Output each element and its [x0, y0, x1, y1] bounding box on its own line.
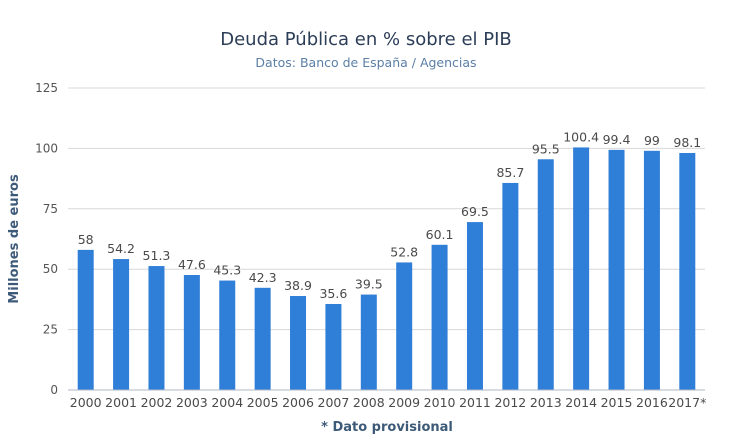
data-label: 42.3: [249, 270, 277, 285]
bar-2012[interactable]: [502, 182, 519, 390]
chart-title: Deuda Pública en % sobre el PIB: [220, 29, 512, 50]
x-tick-label: 2017*: [668, 395, 706, 410]
chart-subtitle: Datos: Banco de España / Agencias: [255, 55, 476, 70]
data-label: 54.2: [107, 241, 135, 256]
bar-2004[interactable]: [219, 280, 236, 390]
bar-2011[interactable]: [466, 222, 483, 390]
y-axis-title: Millones de euros: [7, 174, 22, 304]
x-tick-label: 2013: [530, 395, 562, 410]
data-label: 35.6: [319, 286, 347, 301]
x-tick-label: 2003: [176, 395, 208, 410]
data-label: 95.5: [532, 141, 560, 156]
data-label: 58: [78, 232, 94, 247]
bar-2010[interactable]: [431, 244, 448, 390]
x-axis-ticks: 2000 2001 2002 2003 2004 2005 2006 2007 2008 2009…: [70, 395, 707, 410]
x-tick-label: 2000: [70, 395, 102, 410]
bar-2017*[interactable]: [679, 152, 696, 390]
data-label: 60.1: [426, 227, 454, 242]
grid-lines: [68, 87, 705, 331]
x-axis-title: * Dato provisional: [321, 420, 453, 435]
x-tick-label: 2014: [565, 395, 597, 410]
y-tick-label: 25: [43, 323, 58, 337]
data-label: 98.1: [673, 135, 701, 150]
bar-2013[interactable]: [537, 159, 554, 390]
x-tick-label: 2009: [388, 395, 420, 410]
data-label: 47.6: [178, 257, 206, 272]
y-tick-label: 75: [43, 202, 58, 216]
bar-2008[interactable]: [360, 294, 377, 390]
data-label: 100.4: [563, 129, 599, 144]
y-tick-label: 100: [35, 141, 58, 155]
bar-2007[interactable]: [325, 303, 342, 390]
data-label: 99: [644, 133, 660, 148]
x-tick-label: 2015: [601, 395, 633, 410]
data-label: 51.3: [143, 248, 171, 263]
bar-2016[interactable]: [643, 150, 660, 390]
x-tick-label: 2007: [318, 395, 350, 410]
bar-2015[interactable]: [608, 149, 625, 390]
x-tick-label: 2016: [636, 395, 668, 410]
bar-2014[interactable]: [573, 147, 590, 390]
y-axis-ticks: 0 25 50 75 100 125: [35, 81, 58, 397]
bar-2001[interactable]: [113, 259, 130, 390]
x-tick-label: 2005: [247, 395, 279, 410]
bar-2000[interactable]: [77, 249, 94, 390]
data-label: 69.5: [461, 204, 489, 219]
bar-2009[interactable]: [396, 262, 413, 390]
bar-2005[interactable]: [254, 287, 271, 390]
data-label: 99.4: [603, 132, 631, 147]
x-tick-label: 2006: [282, 395, 314, 410]
x-tick-label: 2004: [211, 395, 243, 410]
y-tick-label: 50: [43, 262, 58, 276]
bar-2003[interactable]: [183, 274, 200, 390]
data-label: 85.7: [496, 165, 524, 180]
data-label: 52.8: [390, 244, 418, 259]
x-tick-label: 2002: [141, 395, 173, 410]
x-tick-label: 2001: [105, 395, 137, 410]
bar-series: [77, 147, 696, 390]
data-labels: 58 54.2 51.3 47.6 45.3 42.3 38.9 35.6 39.5 52.8 60…: [78, 129, 701, 301]
y-tick-label: 0: [50, 383, 58, 397]
bar-2002[interactable]: [148, 266, 165, 390]
data-label: 38.9: [284, 278, 312, 293]
x-tick-label: 2012: [494, 395, 526, 410]
y-tick-label: 125: [35, 81, 58, 95]
x-tick-label: 2008: [353, 395, 385, 410]
x-tick-label: 2010: [424, 395, 456, 410]
x-tick-label: 2011: [459, 395, 491, 410]
data-label: 45.3: [213, 263, 241, 278]
data-label: 39.5: [355, 277, 383, 292]
bar-2006[interactable]: [290, 296, 307, 390]
